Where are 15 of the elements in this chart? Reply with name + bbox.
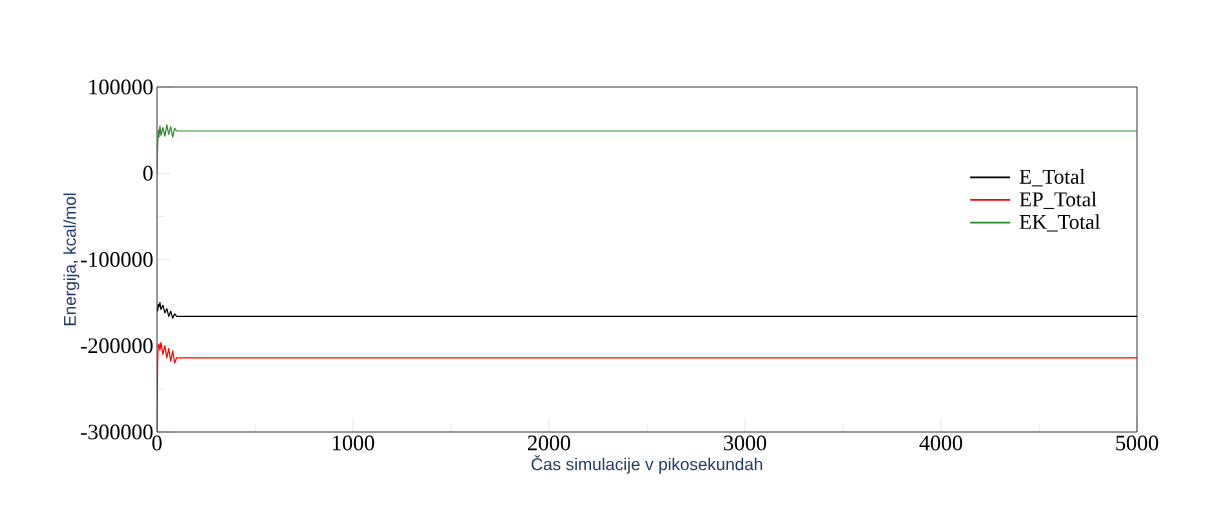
legend-label: EK_Total — [1019, 214, 1101, 232]
x-tick-label: 5000 — [1116, 435, 1159, 451]
y-tick-label: -200000 — [80, 338, 153, 354]
y-tick-label: 100000 — [89, 79, 153, 95]
y-axis-title: Energija, kcal/mol — [63, 193, 80, 326]
y-tick-label: -100000 — [80, 252, 153, 267]
x-tick-label: 4000 — [919, 435, 963, 451]
x-tick-label: 2000 — [527, 435, 571, 451]
y-tick-label: -300000 — [80, 424, 153, 440]
legend-label: EP_Total — [1019, 191, 1097, 209]
y-tick-label: 0 — [143, 165, 153, 181]
x-tick-label: 3000 — [724, 435, 767, 451]
x-tick-label: 1000 — [332, 435, 375, 451]
legend-label: E_Total — [1019, 169, 1085, 187]
x-axis-title: Čas simulacije v pikosekundah — [531, 455, 763, 474]
